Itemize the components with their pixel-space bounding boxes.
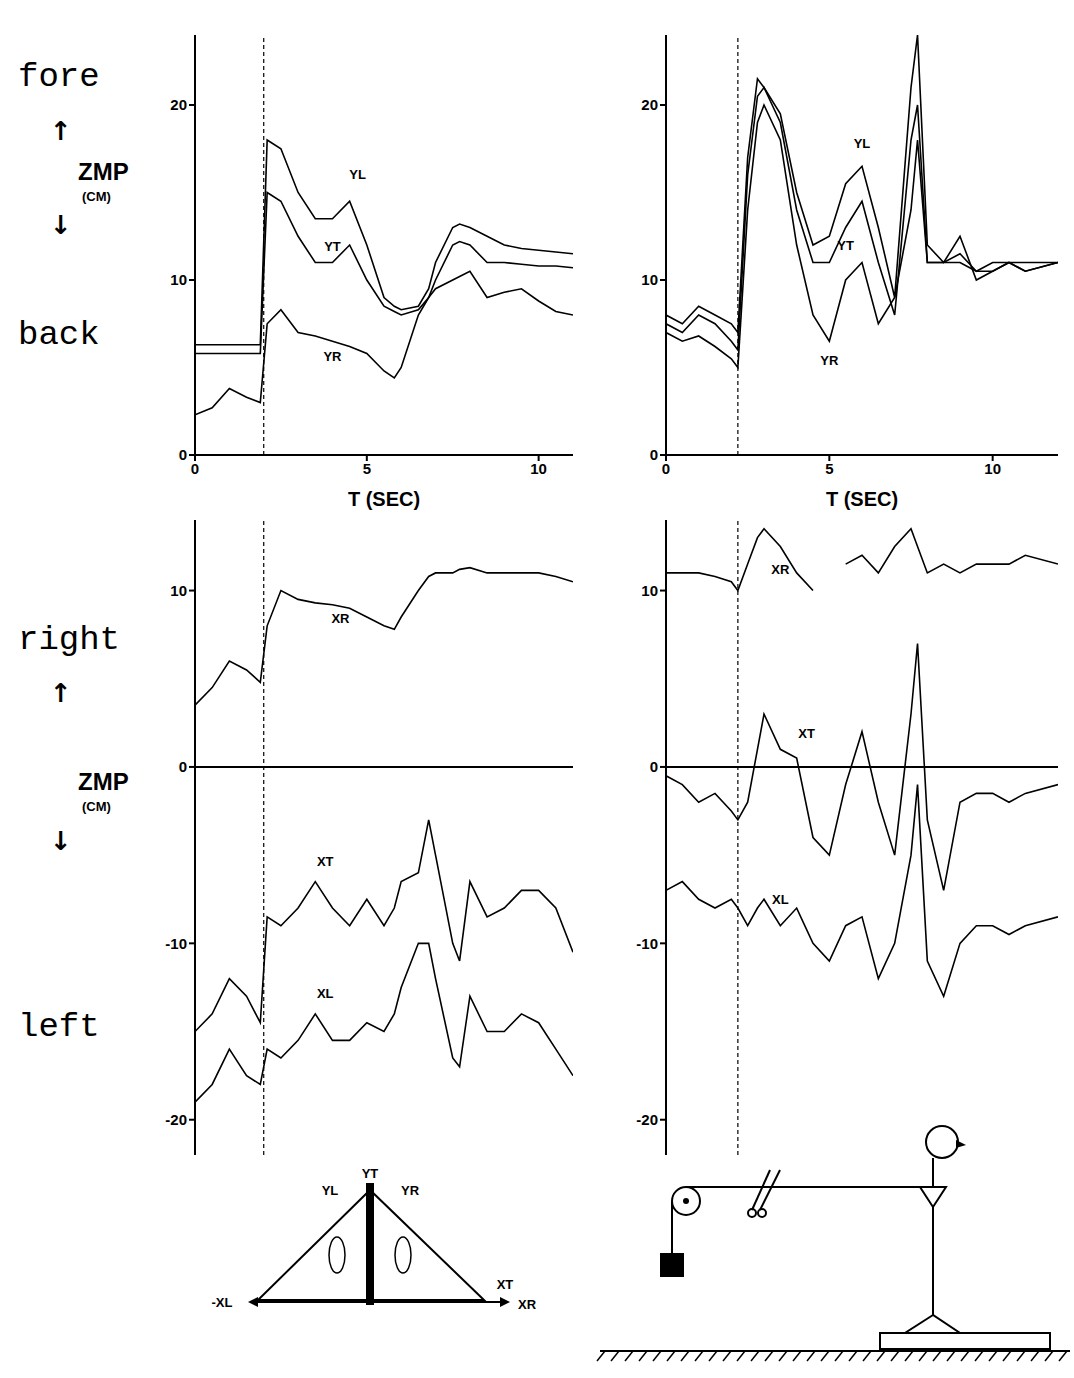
html-text:T (SEC): T (SEC) <box>347 488 421 510</box>
svg-text:YT: YT <box>324 239 341 254</box>
svg-text:XR: XR <box>518 1297 537 1312</box>
html-text:fore: fore <box>18 58 100 96</box>
svg-text:20: 20 <box>641 96 658 113</box>
svg-text:-XL: -XL <box>212 1295 233 1310</box>
svg-text:0: 0 <box>650 446 658 463</box>
svg-text:10: 10 <box>641 582 658 599</box>
svg-text:-10: -10 <box>636 935 658 952</box>
svg-text:YT: YT <box>837 238 854 253</box>
svg-text:XT: XT <box>798 726 815 741</box>
svg-text:-10: -10 <box>165 935 187 952</box>
html-text:back: back <box>18 316 100 354</box>
svg-text:XR: XR <box>771 562 790 577</box>
svg-text:20: 20 <box>170 96 187 113</box>
svg-text:YL: YL <box>854 136 871 151</box>
html-text:T (SEC): T (SEC) <box>825 488 899 510</box>
html-text:ZMP: ZMP <box>78 158 129 185</box>
svg-text:YT: YT <box>362 1166 379 1181</box>
svg-text:YL: YL <box>322 1183 339 1198</box>
svg-text:XL: XL <box>772 892 789 907</box>
svg-text:10: 10 <box>984 460 1001 477</box>
svg-text:-20: -20 <box>165 1111 187 1128</box>
svg-text:XR: XR <box>331 611 350 626</box>
html-text:(CM): (CM) <box>82 189 111 204</box>
svg-text:5: 5 <box>825 460 833 477</box>
svg-text:0: 0 <box>191 460 199 477</box>
svg-text:YR: YR <box>401 1183 420 1198</box>
html-text:left: left <box>18 1008 100 1046</box>
svg-text:-20: -20 <box>636 1111 658 1128</box>
svg-text:0: 0 <box>179 446 187 463</box>
svg-text:10: 10 <box>170 271 187 288</box>
svg-text:0: 0 <box>650 758 658 775</box>
html-text:ZMP: ZMP <box>78 768 129 795</box>
svg-text:XT: XT <box>497 1277 514 1292</box>
svg-text:YR: YR <box>820 353 839 368</box>
svg-text:0: 0 <box>662 460 670 477</box>
svg-text:YL: YL <box>349 167 366 182</box>
html-text:right: right <box>18 621 120 659</box>
svg-text:10: 10 <box>641 271 658 288</box>
html-text:(CM): (CM) <box>82 799 111 814</box>
svg-text:YR: YR <box>323 349 342 364</box>
svg-text:10: 10 <box>170 582 187 599</box>
svg-text:XT: XT <box>317 854 334 869</box>
svg-text:10: 10 <box>530 460 547 477</box>
svg-text:XL: XL <box>317 986 334 1001</box>
svg-text:5: 5 <box>363 460 371 477</box>
svg-text:0: 0 <box>179 758 187 775</box>
